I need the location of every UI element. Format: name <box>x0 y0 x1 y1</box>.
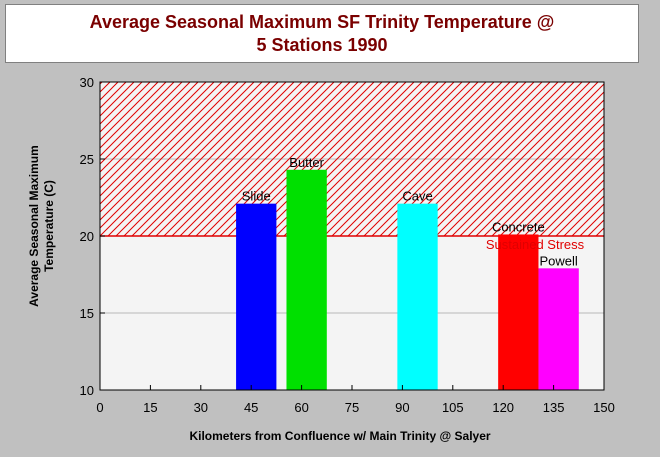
bar-label-slide: Slide <box>242 189 271 204</box>
y-axis-label-line2: Temperature (C) <box>42 180 56 272</box>
x-tick-label: 135 <box>543 400 565 415</box>
chart-title-box: Average Seasonal Maximum SF Trinity Temp… <box>5 4 639 63</box>
x-tick-label: 75 <box>345 400 359 415</box>
bar-powell <box>538 268 579 390</box>
bar-cave <box>397 203 438 390</box>
y-tick-label: 20 <box>80 229 94 244</box>
bar-label-butter: Butter <box>289 155 324 170</box>
x-tick-label: 30 <box>194 400 208 415</box>
y-axis-label-line1: Average Seasonal Maximum <box>27 145 41 307</box>
x-tick-label: 90 <box>395 400 409 415</box>
bar-label-cave: Cave <box>402 189 432 204</box>
x-tick-label: 105 <box>442 400 464 415</box>
stress-zone <box>100 82 604 236</box>
chart-subtitle: 5 Stations 1990 <box>256 34 388 55</box>
y-tick-label: 15 <box>80 306 94 321</box>
bar-slide <box>236 203 277 390</box>
x-tick-label: 45 <box>244 400 258 415</box>
bar-label-powell: Powell <box>539 253 577 268</box>
stress-zone-label: Sustained Stress <box>486 237 585 252</box>
y-tick-label: 25 <box>80 152 94 167</box>
x-axis-label: Kilometers from Confluence w/ Main Trini… <box>189 429 490 443</box>
x-tick-label: 0 <box>96 400 103 415</box>
x-tick-label: 60 <box>294 400 308 415</box>
x-tick-label: 120 <box>492 400 514 415</box>
y-tick-label: 10 <box>80 383 94 398</box>
y-tick-label: 30 <box>80 75 94 90</box>
x-tick-label: 15 <box>143 400 157 415</box>
x-tick-label: 150 <box>593 400 615 415</box>
y-axis-label: Average Seasonal Maximum Temperature (C) <box>27 145 56 307</box>
bar-concrete <box>498 234 539 390</box>
chart-title: Average Seasonal Maximum SF Trinity Temp… <box>89 11 555 32</box>
bar-butter <box>286 169 327 390</box>
bar-label-concrete: Concrete <box>492 219 545 234</box>
